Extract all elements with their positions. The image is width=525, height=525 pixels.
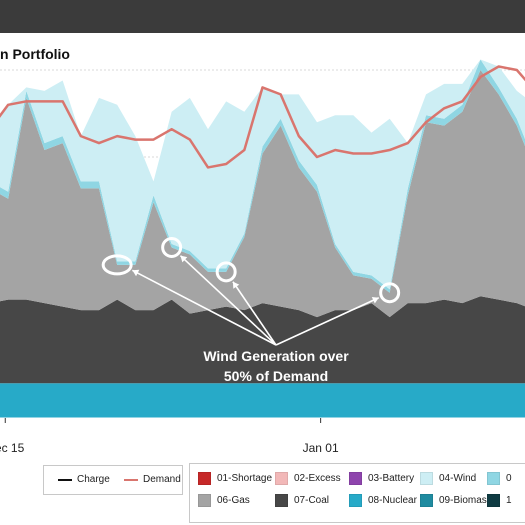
- callout-arrowhead: [132, 269, 140, 277]
- legend-color-swatch: [275, 494, 288, 507]
- callout-arrow: [275, 297, 380, 346]
- area-hydro: [0, 59, 525, 293]
- panel-title: n Portfolio: [0, 46, 70, 62]
- legend-label: 02-Excess: [294, 473, 341, 484]
- legend-label: 1: [506, 495, 512, 506]
- callout-arrowhead: [371, 296, 379, 304]
- callout-arrow: [232, 281, 277, 346]
- legend-item-06-gas: 06-Gas: [198, 494, 250, 507]
- legend-label: 03-Battery: [368, 473, 415, 484]
- legend-color-swatch: [198, 494, 211, 507]
- legend-item-1: 1: [487, 494, 512, 507]
- annotation-line-1: Wind Generation over: [203, 348, 349, 364]
- area-nuclear: [0, 383, 525, 418]
- legend-item-0: 0: [487, 472, 512, 485]
- x-axis: Dec 15 Jan 01: [0, 417, 525, 455]
- legend-item-09-biomass: 09-Biomass: [420, 494, 492, 507]
- legend-item-demand: Demand: [124, 474, 181, 485]
- legend-label: Demand: [143, 474, 181, 485]
- legend-item-04-wind: 04-Wind: [420, 472, 476, 485]
- legend-line-swatch: [58, 478, 72, 481]
- legend-label: 04-Wind: [439, 473, 477, 484]
- legend-color-swatch: [420, 472, 433, 485]
- callout-ring: [379, 282, 401, 304]
- stacked-areas: [0, 59, 525, 418]
- legend-line-swatch: [124, 478, 138, 481]
- legend-label: 07-Coal: [294, 495, 330, 506]
- callout-arrow: [179, 255, 277, 346]
- legend-item-02-excess: 02-Excess: [275, 472, 341, 485]
- area-coal: [0, 296, 525, 384]
- legend-label: 0: [506, 473, 512, 484]
- legend-color-swatch: [487, 494, 500, 507]
- legend-item-charge: Charge: [58, 474, 110, 485]
- top-bar: [0, 0, 525, 33]
- callout-ring: [215, 261, 237, 283]
- legend-label: 01-Shortage: [217, 473, 273, 484]
- callout-arrow: [131, 269, 277, 346]
- legend-item-07-coal: 07-Coal: [275, 494, 329, 507]
- legend-item-08-nuclear: 08-Nuclear: [349, 494, 417, 507]
- legend-color-swatch: [487, 472, 500, 485]
- legend-label: 09-Biomass: [439, 495, 492, 506]
- x-tick-label: Jan 01: [303, 441, 339, 455]
- x-tick-label: Dec 15: [0, 441, 25, 455]
- annotation-callouts: [101, 236, 401, 346]
- legend-lines: Charge Demand: [43, 465, 183, 495]
- callout-ring: [161, 236, 183, 258]
- generation-chart: Dec 15 Jan 01 Wind Generation over 50% of…: [0, 59, 525, 455]
- legend-label: 08-Nuclear: [368, 495, 417, 506]
- legend-color-swatch: [349, 472, 362, 485]
- legend-item-01-shortage: 01-Shortage: [198, 472, 272, 485]
- area-gas: [0, 70, 525, 318]
- callout-ring: [101, 254, 133, 276]
- legend-color-swatch: [275, 472, 288, 485]
- legend-fuels: 01-Shortage 02-Excess 03-Battery 04-Wind 0 06…: [189, 463, 525, 523]
- legend-color-swatch: [349, 494, 362, 507]
- legend-item-03-battery: 03-Battery: [349, 472, 414, 485]
- demand-layer: [0, 65, 525, 169]
- legend-color-swatch: [420, 494, 433, 507]
- annotation-line-2: 50% of Demand: [224, 368, 328, 384]
- area-wind: [0, 59, 525, 290]
- legend-color-swatch: [198, 472, 211, 485]
- demand-line: [0, 65, 525, 169]
- legend-label: 06-Gas: [217, 495, 250, 506]
- legend-label: Charge: [77, 474, 110, 485]
- callout-arrowhead: [232, 281, 240, 289]
- callout-arrowhead: [180, 255, 188, 263]
